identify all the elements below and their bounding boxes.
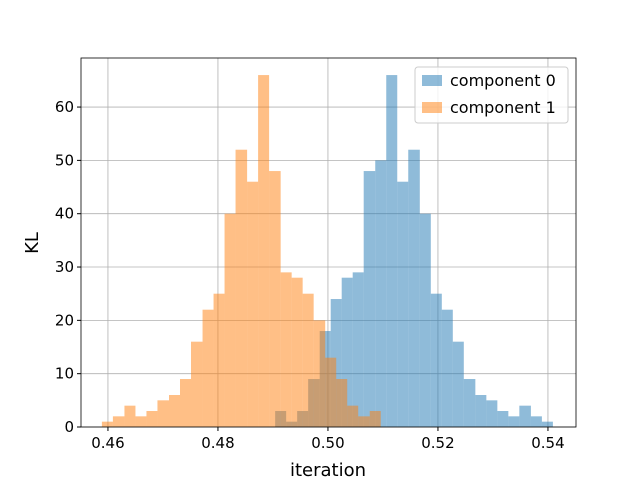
- bar: [352, 272, 364, 427]
- bar: [247, 181, 259, 427]
- bar: [169, 395, 180, 427]
- bar: [497, 411, 509, 427]
- y-tick-label: 30: [55, 258, 74, 276]
- bar: [452, 341, 464, 427]
- bar: [463, 379, 476, 427]
- bar: [213, 293, 225, 427]
- plot-frame: [80, 57, 577, 428]
- bar: [258, 75, 270, 427]
- bar: [291, 277, 303, 427]
- bar: [519, 405, 531, 427]
- bar: [341, 277, 353, 427]
- bar: [135, 416, 147, 427]
- bar: [397, 181, 409, 427]
- bar: [101, 421, 113, 427]
- bar: [280, 272, 292, 427]
- bar: [313, 320, 326, 427]
- bar: [180, 379, 191, 427]
- bar: [486, 400, 498, 427]
- bar: [375, 160, 387, 427]
- bar: [336, 379, 348, 427]
- y-tick-label: 50: [55, 151, 74, 169]
- y-tick-label: 20: [55, 311, 74, 329]
- bar: [235, 149, 248, 427]
- x-tick-label: 0.46: [91, 434, 124, 452]
- y-tick-label: 10: [55, 365, 74, 383]
- y-axis-label: KL: [22, 232, 43, 254]
- bar: [369, 411, 381, 427]
- bar: [325, 357, 337, 427]
- bar: [508, 416, 520, 427]
- bar: [191, 341, 203, 427]
- bar: [408, 149, 420, 427]
- bar: [386, 75, 398, 427]
- legend-swatch: [422, 75, 442, 86]
- legend-label: component 0: [450, 71, 556, 90]
- bar: [530, 416, 542, 427]
- y-tick-label: 40: [55, 205, 74, 223]
- bar: [347, 405, 359, 427]
- x-tick-label: 0.54: [531, 434, 564, 452]
- bar: [112, 416, 125, 427]
- bar: [202, 309, 214, 427]
- x-tick-label: 0.52: [421, 434, 454, 452]
- bar: [124, 405, 136, 427]
- bar: [363, 171, 376, 427]
- bar: [358, 416, 370, 427]
- bar: [541, 421, 553, 427]
- bar: [302, 293, 314, 427]
- bar: [475, 395, 487, 427]
- legend-swatch: [422, 102, 442, 113]
- bar: [224, 213, 236, 427]
- y-tick-label: 0: [64, 418, 74, 436]
- bar: [419, 213, 431, 427]
- x-tick-label: 0.50: [311, 434, 344, 452]
- bar: [430, 293, 442, 427]
- bar: [269, 171, 281, 427]
- bar: [441, 309, 453, 427]
- x-tick-label: 0.48: [201, 434, 234, 452]
- legend-box: [414, 66, 569, 124]
- x-axis-label: iteration: [290, 460, 366, 480]
- y-tick-label: 60: [55, 98, 74, 116]
- legend: component 0 component 1: [414, 66, 569, 124]
- bar: [157, 400, 169, 427]
- bar: [146, 411, 158, 427]
- legend-label: component 1: [450, 98, 556, 117]
